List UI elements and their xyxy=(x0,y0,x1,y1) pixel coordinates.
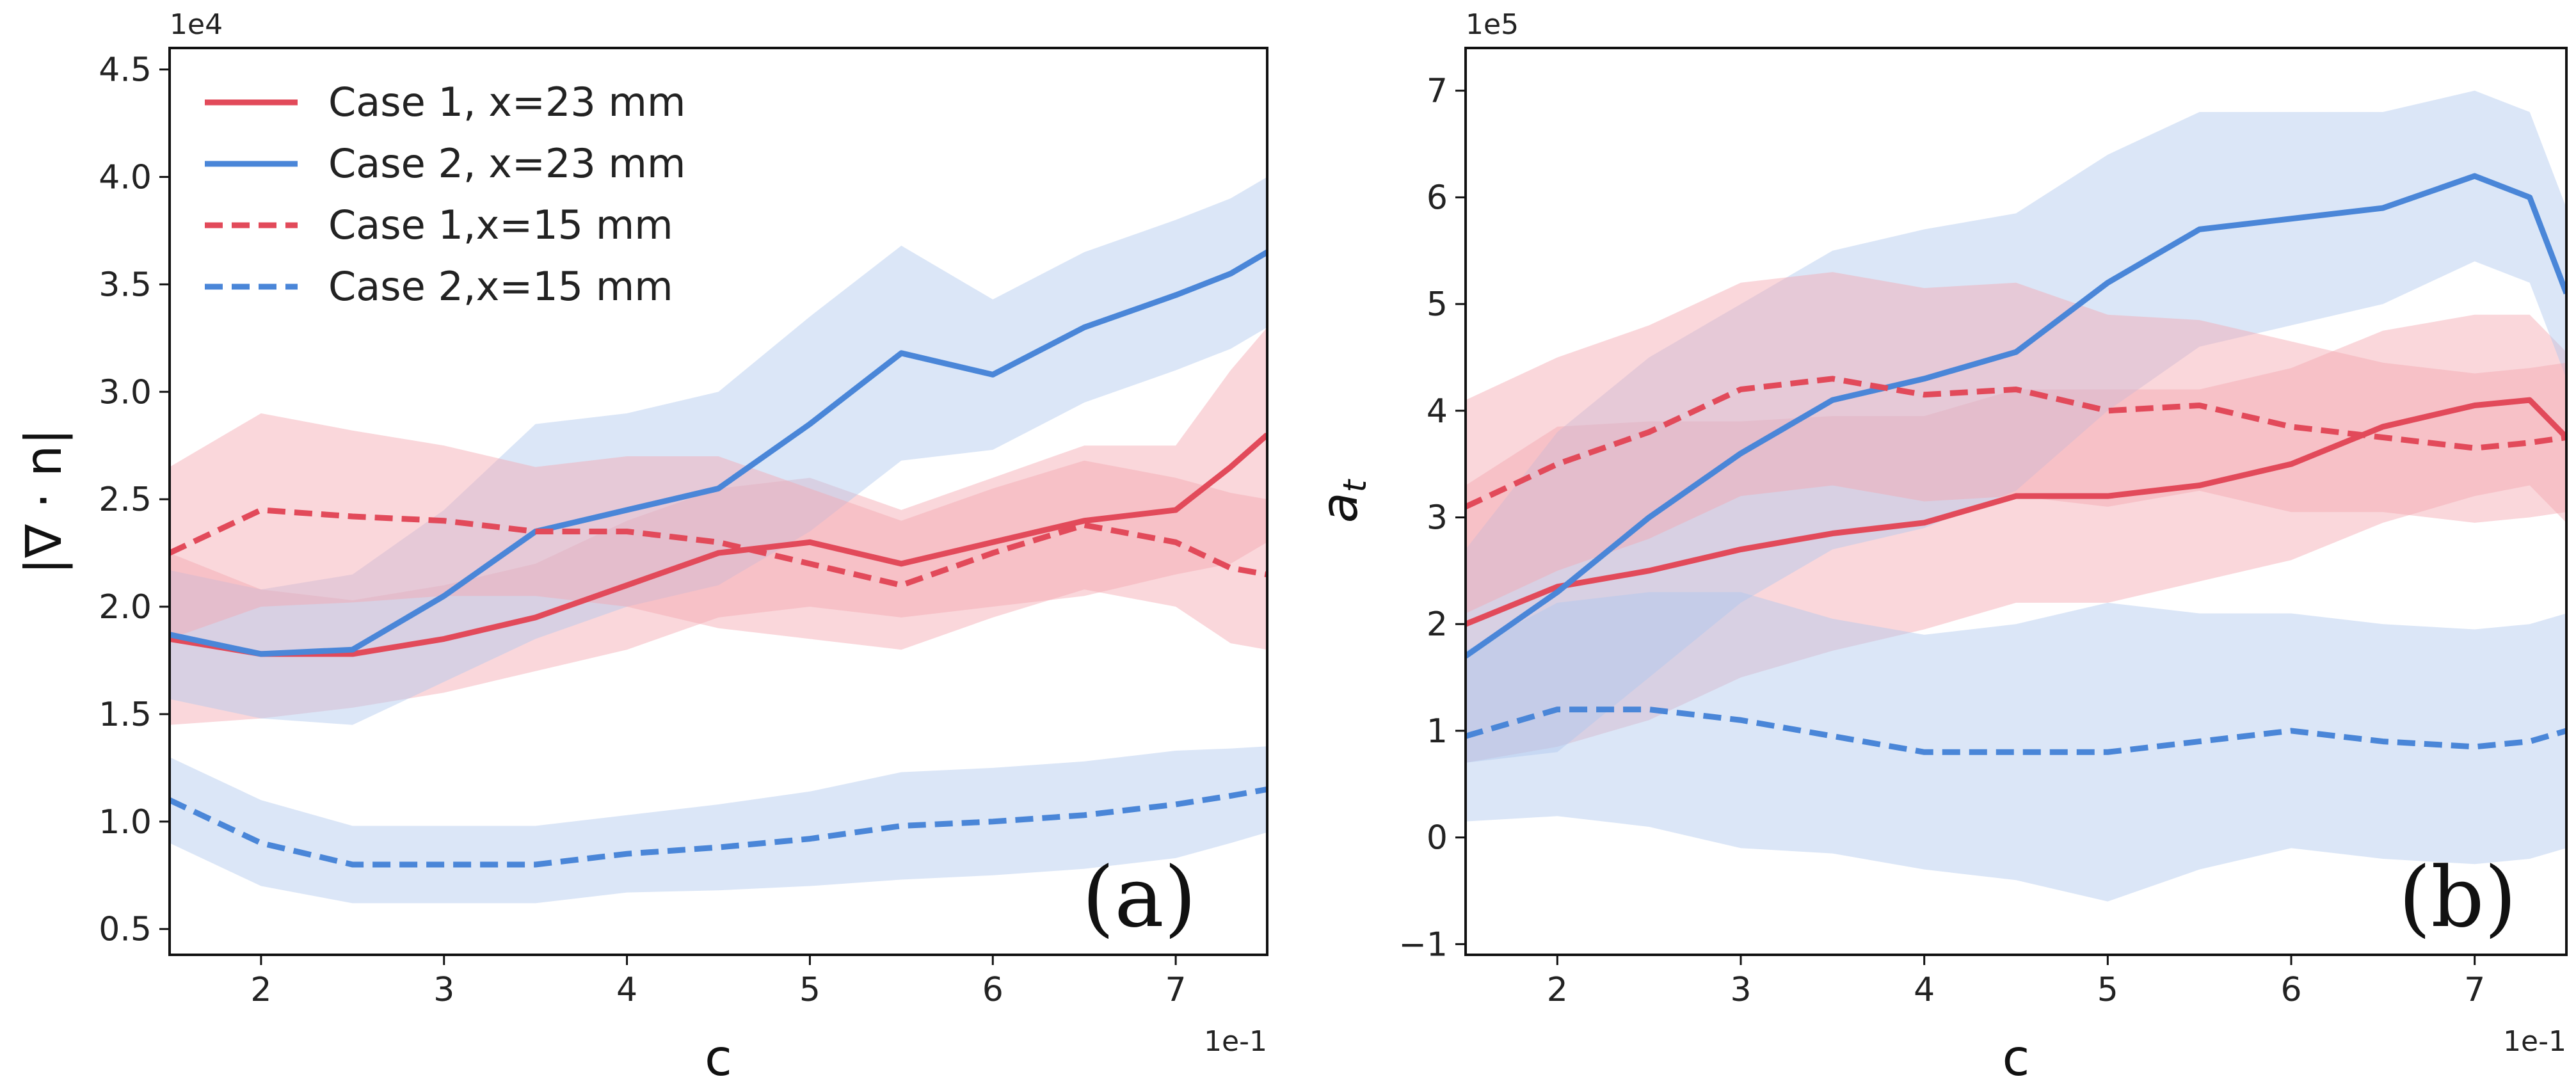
x-axis-label-a: c xyxy=(705,1030,732,1086)
y-tick-label: 2.5 xyxy=(99,481,152,519)
line-case-1-x-15-mm-b xyxy=(1466,376,2566,509)
legend-label-case2-15mm: Case 2,x=15 mm xyxy=(328,263,673,310)
y-tick-label: 5 xyxy=(1427,285,1448,324)
y-tick-label: 0 xyxy=(1427,819,1448,858)
x-tick-label: 3 xyxy=(1730,971,1751,1009)
series-lines-b xyxy=(1466,173,2566,755)
y-tick-label: 3 xyxy=(1427,499,1448,538)
y-axis-label-a: |∇ · n| xyxy=(15,428,73,575)
line-case-2-x-15-mm-b xyxy=(1466,707,2566,755)
band-case-1-x-15-mm-a xyxy=(170,413,1267,650)
x-tick-label: 4 xyxy=(1914,971,1935,1009)
y-tick-label: −1 xyxy=(1398,925,1448,964)
y-tick-label: 2.0 xyxy=(99,588,152,627)
y-offset-label-a: 1e4 xyxy=(170,8,223,41)
line-case-1-x-23-mm-a xyxy=(170,433,1267,657)
band-case-1-x-23-mm-b xyxy=(1466,314,2566,763)
plot-frame-b xyxy=(1464,47,2568,956)
band-case-1-x-15-mm-b xyxy=(1466,272,2566,614)
confidence-bands-b xyxy=(1466,90,2566,902)
band-case-2-x-23-mm-a xyxy=(170,177,1267,725)
line-case-1-x-15-mm-a xyxy=(170,507,1267,588)
plot-frame-a xyxy=(168,47,1268,956)
x-tick-label: 6 xyxy=(982,971,1004,1009)
panel-b: 2 3 4 5 6 7 −1 0 1 2 3 4 5 6 7 1e5 1e-1 c at (b) xyxy=(1311,8,2568,1086)
x-offset-label-b: 1e-1 xyxy=(2503,1025,2566,1058)
x-tick-label: 5 xyxy=(2097,971,2118,1009)
panel-tag-b: (b) xyxy=(2399,849,2517,946)
x-tick-label: 6 xyxy=(2280,971,2301,1009)
y-axis-label-b-main: a xyxy=(1311,492,1369,523)
y-tick-label: 3.5 xyxy=(99,266,152,304)
x-tick-label: 2 xyxy=(250,971,271,1009)
y-ticks-b: −1 0 1 2 3 4 5 6 7 xyxy=(1398,72,1466,964)
y-tick-label: 4 xyxy=(1427,392,1448,431)
x-tick-label: 2 xyxy=(1547,971,1568,1009)
x-ticks-b: 2 3 4 5 6 7 xyxy=(1547,955,2485,1009)
band-case-2-x-23-mm-b xyxy=(1466,90,2566,763)
y-tick-label: 7 xyxy=(1427,72,1448,111)
legend: Case 1, x=23 mm Case 2, x=23 mm Case 1,x… xyxy=(205,79,685,310)
band-case-1-x-23-mm-a xyxy=(170,327,1267,725)
band-case-2-x-15-mm-b xyxy=(1466,592,2566,902)
x-tick-label: 4 xyxy=(616,971,637,1009)
line-case-1-x-23-mm-b xyxy=(1466,397,2566,627)
x-tick-label: 7 xyxy=(2464,971,2485,1009)
y-tick-label: 1 xyxy=(1427,712,1448,751)
x-ticks-a: 2 3 4 5 6 7 xyxy=(250,955,1187,1009)
line-case-2-x-23-mm-a xyxy=(170,250,1267,657)
x-tick-label: 5 xyxy=(799,971,820,1009)
series-lines-a xyxy=(170,250,1267,868)
panel-tag-a: (a) xyxy=(1082,849,1197,946)
panel-a: 2 3 4 5 6 7 0.5 1.0 1.5 2.0 2.5 3.0 3.5 4.0 4.5 1e4 1… xyxy=(15,8,1268,1086)
y-tick-label: 2 xyxy=(1427,605,1448,644)
x-tick-label: 7 xyxy=(1165,971,1187,1009)
y-tick-label: 3.0 xyxy=(99,373,152,411)
x-axis-label-b: c xyxy=(2003,1030,2030,1086)
y-ticks-a: 0.5 1.0 1.5 2.0 2.5 3.0 3.5 4.0 4.5 xyxy=(99,51,170,949)
x-tick-label: 3 xyxy=(433,971,454,1009)
confidence-bands-a xyxy=(170,177,1267,904)
line-case-2-x-23-mm-b xyxy=(1466,173,2566,659)
y-tick-label: 6 xyxy=(1427,179,1448,217)
legend-label-case1-23mm: Case 1, x=23 mm xyxy=(328,79,685,125)
y-tick-label: 1.0 xyxy=(99,803,152,842)
line-case-2-x-15-mm-a xyxy=(170,787,1267,868)
y-tick-label: 4.5 xyxy=(99,51,152,90)
y-tick-label: 4.0 xyxy=(99,158,152,196)
y-axis-label-b-sub: t xyxy=(1336,478,1373,492)
y-tick-label: 0.5 xyxy=(99,911,152,949)
legend-label-case1-15mm: Case 1,x=15 mm xyxy=(328,202,673,248)
y-axis-label-b: at xyxy=(1311,478,1373,523)
legend-label-case2-23mm: Case 2, x=23 mm xyxy=(328,140,685,187)
x-offset-label-a: 1e-1 xyxy=(1204,1025,1267,1058)
y-tick-label: 1.5 xyxy=(99,696,152,734)
y-offset-label-b: 1e5 xyxy=(1466,8,1519,41)
